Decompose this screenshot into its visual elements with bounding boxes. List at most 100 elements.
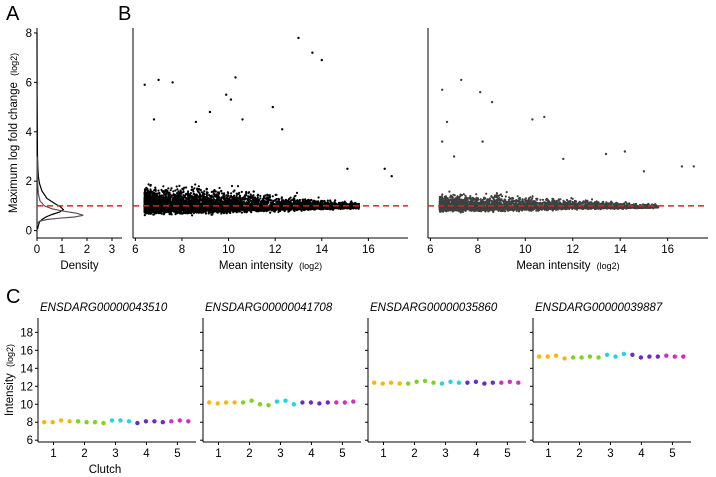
data-point — [168, 191, 171, 194]
data-point — [223, 201, 226, 205]
data-point — [278, 200, 281, 204]
data-point — [271, 195, 274, 198]
data-point — [179, 194, 182, 197]
data-point — [269, 211, 272, 214]
data-point — [149, 188, 152, 191]
data-point — [148, 192, 151, 195]
data-point — [329, 199, 332, 202]
data-point — [185, 186, 188, 189]
data-point — [245, 206, 248, 209]
density-curve-2 — [36, 156, 84, 224]
data-point — [197, 185, 200, 188]
data-point — [239, 198, 242, 201]
data-point — [247, 191, 251, 194]
data-point — [198, 195, 201, 198]
data-point — [317, 207, 320, 210]
data-point — [176, 188, 179, 191]
data-point — [240, 211, 243, 214]
data-point — [229, 211, 232, 215]
data-point — [185, 200, 188, 203]
data-point — [199, 188, 202, 192]
density-curve-1 — [36, 32, 65, 230]
data-point — [155, 197, 158, 200]
data-point — [213, 188, 216, 192]
data-point — [289, 196, 292, 199]
data-point — [224, 209, 227, 212]
data-point — [350, 200, 353, 203]
data-point — [170, 194, 174, 197]
data-point — [291, 202, 294, 205]
data-point — [200, 199, 203, 202]
data-point — [317, 196, 320, 199]
data-point — [280, 204, 283, 207]
data-point — [162, 213, 165, 216]
data-point — [259, 197, 262, 200]
data-point — [185, 197, 188, 200]
data-point — [210, 213, 213, 216]
data-point — [235, 211, 238, 214]
data-point — [205, 194, 208, 197]
data-point — [292, 197, 295, 200]
data-point — [172, 190, 175, 193]
data-point — [230, 184, 234, 188]
data-point — [256, 198, 259, 201]
data-point — [174, 189, 177, 192]
x-tick-label: 1 — [59, 244, 65, 256]
data-point — [147, 212, 150, 215]
data-point — [214, 190, 217, 193]
y-axis-title: Maximum log fold change — [8, 82, 20, 213]
data-point — [158, 192, 161, 195]
data-point — [184, 202, 187, 205]
data-point — [169, 189, 172, 192]
density-x-axis-label: Density — [60, 260, 99, 272]
data-point — [233, 194, 236, 197]
data-point — [159, 212, 162, 215]
data-point — [212, 196, 215, 199]
data-point — [242, 207, 245, 210]
data-point — [342, 202, 345, 206]
data-point — [160, 196, 163, 199]
data-point — [320, 206, 323, 209]
data-point — [169, 204, 172, 207]
data-point — [152, 213, 155, 216]
data-point — [254, 196, 257, 199]
data-point — [165, 192, 168, 195]
data-point — [166, 201, 169, 204]
data-point — [193, 187, 196, 190]
data-point — [325, 206, 328, 209]
data-point — [204, 212, 207, 215]
data-point — [334, 199, 337, 202]
data-point — [218, 186, 221, 190]
data-point — [174, 193, 177, 197]
data-point — [152, 196, 155, 199]
data-point — [143, 214, 146, 217]
data-point — [149, 184, 152, 187]
data-point — [171, 198, 174, 201]
y-tick-label: 8 — [26, 28, 32, 40]
data-point — [175, 185, 178, 188]
data-point — [233, 189, 236, 192]
data-point — [288, 204, 292, 207]
data-point — [245, 192, 248, 195]
data-point — [230, 192, 233, 195]
data-point — [163, 191, 166, 194]
data-point — [205, 187, 208, 190]
data-point — [200, 202, 203, 206]
data-point — [252, 190, 255, 193]
data-point — [192, 190, 195, 193]
data-point — [325, 201, 328, 204]
panel-label-b: B — [118, 3, 131, 25]
data-point — [238, 208, 241, 211]
data-point — [204, 199, 207, 202]
data-point — [268, 207, 271, 210]
data-point — [143, 188, 147, 191]
data-point — [223, 192, 226, 195]
data-point — [190, 205, 193, 208]
data-point — [166, 199, 170, 202]
data-point — [206, 201, 209, 204]
data-point — [183, 186, 186, 189]
data-point — [239, 206, 243, 209]
data-point — [193, 192, 196, 195]
data-point — [237, 201, 240, 204]
density-y-axis-label: Maximum log fold change (log2) — [8, 53, 20, 213]
